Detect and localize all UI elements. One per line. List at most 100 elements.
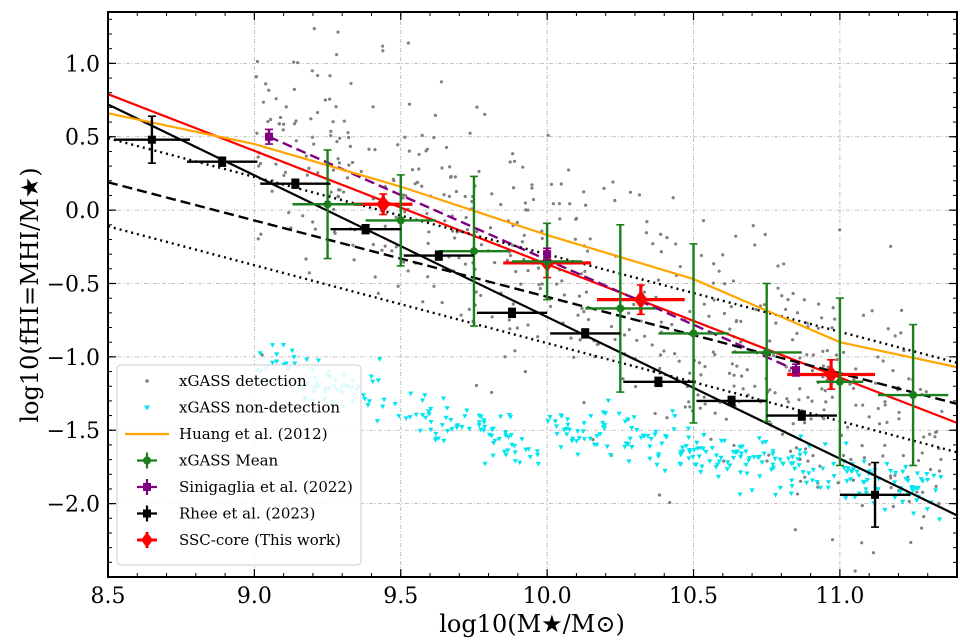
errorbar-point [623,376,694,388]
non-detection-point [730,449,736,455]
detection-point [401,196,405,200]
detection-point [919,526,924,530]
non-detection-point [419,398,426,403]
detection-point [907,377,911,381]
detection-point [404,194,408,198]
non-detection-point [924,507,931,512]
detection-point [337,188,341,192]
errorbar-point [696,395,767,407]
non-detection-point [875,487,881,492]
detection-point [821,364,826,368]
detection-point [560,279,564,283]
detection-point [538,286,542,291]
detection-point [940,409,944,414]
detection-point [724,417,728,421]
detection-point [474,290,478,294]
detection-point [479,243,484,247]
non-detection-point [725,460,731,465]
non-detection-point [903,465,909,470]
non-detection-point [854,469,860,475]
detection-point [312,27,316,31]
detection-point [256,155,260,159]
detection-point [791,291,795,296]
detection-point [433,113,437,117]
non-detection-point [759,460,765,465]
detection-point [711,350,715,354]
detection-point [762,303,766,307]
detection-point [811,353,815,357]
detection-point [371,242,375,247]
non-detection-point [368,374,374,380]
detection-point [702,395,706,399]
non-detection-point [831,474,837,479]
non-detection-point [634,428,640,433]
detection-point [524,208,528,212]
fit-line-solid [108,93,957,424]
detection-point [928,467,933,472]
non-detection-point [377,357,383,362]
non-detection-point [370,379,376,385]
detection-point [540,236,544,240]
data-marker [835,377,844,386]
non-detection-point [490,453,496,459]
detection-point [917,458,921,463]
errorbar-point [187,156,258,167]
errorbar-point [260,178,331,189]
detection-point [572,355,576,359]
non-detection-point [806,471,812,476]
errorbar-point [438,175,510,327]
non-detection-point [654,462,660,468]
detection-point [830,395,834,399]
detection-point [934,484,938,489]
detection-point [876,406,880,411]
non-detection-point [527,454,533,460]
detection-point [651,242,655,246]
detection-point [555,282,559,286]
detection-point [577,294,582,298]
detection-point [301,214,305,218]
detection-point [841,453,846,458]
detection-point [511,243,515,247]
detection-point [407,149,411,153]
detection-point [838,228,842,232]
detection-point [851,478,856,482]
non-detection-point [892,495,898,501]
detection-point [304,154,308,158]
detection-point [508,160,512,164]
detection-point [329,129,333,133]
non-detection-point [757,474,763,479]
non-detection-point [594,433,600,439]
detection-point [861,403,865,407]
detection-point [788,369,792,373]
detection-point [255,131,259,135]
detection-point [728,327,732,331]
detection-point [439,80,444,84]
detection-point [671,196,675,200]
detection-point [642,290,647,294]
detection-point [922,435,926,439]
non-detection-point [440,396,447,402]
non-detection-point [292,361,298,367]
errorbar-point [787,359,876,390]
detection-point [425,211,429,216]
detection-point [722,459,726,463]
detection-point [312,142,316,146]
non-detection-point [713,464,719,470]
detection-point [741,387,745,391]
non-detection-point [490,441,497,446]
data-marker [689,329,698,338]
detection-point [673,352,677,356]
non-detection-point [756,436,762,441]
y-tick-label: −1.0 [47,346,100,371]
non-detection-point [587,436,593,442]
non-detection-point [439,423,445,428]
detection-point [413,182,417,186]
non-detection-point [403,416,409,422]
x-tick-label: 9.0 [237,584,272,609]
non-detection-point [861,459,867,465]
detection-point [426,241,430,245]
detection-point [342,190,346,194]
non-detection-point [789,454,796,460]
detection-point [609,324,614,329]
detection-point [793,528,797,532]
